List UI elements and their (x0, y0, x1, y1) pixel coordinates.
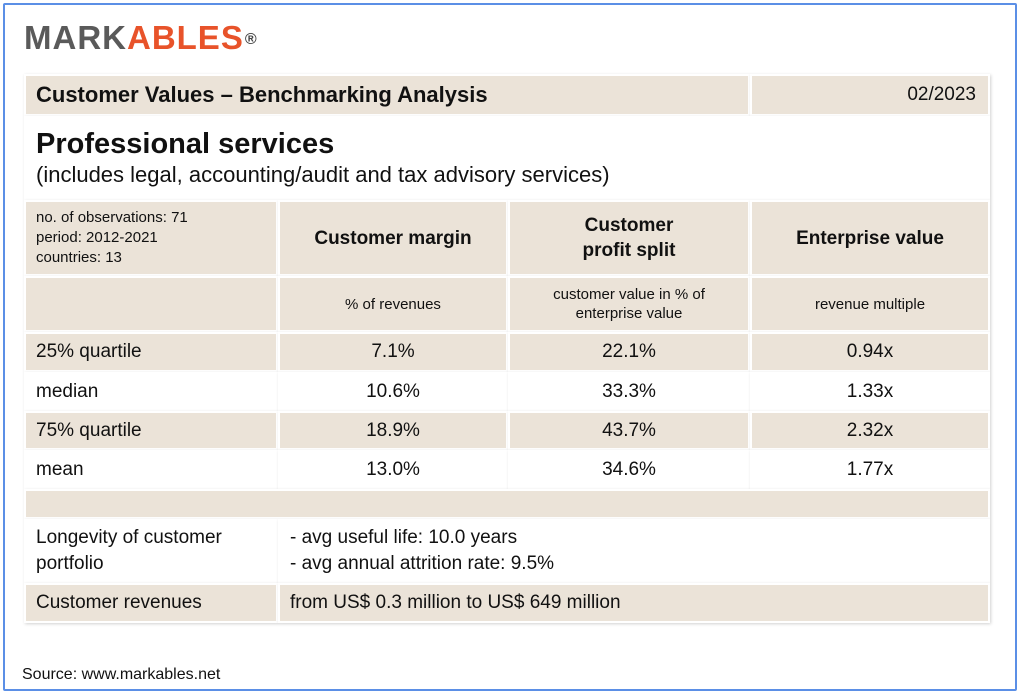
revenues-value: from US$ 0.3 million to US$ 649 million (290, 592, 621, 613)
cell-value: 0.94x (846, 341, 894, 362)
table-row-label: 75% quartile (24, 411, 278, 450)
cell-value: 34.6% (602, 458, 656, 480)
revenues-label-cell: Customer revenues (24, 583, 278, 623)
cell-value: 33.3% (602, 380, 656, 402)
useful-life: - avg useful life: 10.0 years (290, 527, 518, 548)
column-header-customer-margin: Customer margin (278, 200, 508, 276)
table-row-label: 25% quartile (24, 332, 278, 372)
longevity-label-line2: portfolio (36, 553, 104, 574)
revenues-value-cell: from US$ 0.3 million to US$ 649 million (278, 583, 990, 623)
column-header-profit-split: Customer profit split (508, 200, 750, 276)
longevity-label-line1: Longevity of customer (36, 527, 222, 548)
cell-value: 22.1% (602, 341, 656, 362)
table-cell: 10.6% (278, 372, 508, 411)
country-count: countries: 13 (36, 249, 122, 266)
report-date-cell: 02/2023 (750, 74, 990, 116)
outer-frame (3, 3, 1017, 691)
cell-value: 10.6% (366, 380, 420, 402)
spacer-row (24, 489, 990, 519)
table-cell: 1.33x (750, 372, 990, 411)
attrition-rate: - avg annual attrition rate: 9.5% (290, 553, 555, 574)
revenues-label: Customer revenues (36, 592, 202, 613)
column-title: Customer margin (314, 227, 472, 249)
sector-title: Professional services (36, 128, 335, 160)
cell-value: 18.9% (366, 419, 420, 441)
table-cell: 18.9% (278, 411, 508, 450)
unit-row-label-cell (24, 276, 278, 332)
unit-enterprise-value: revenue multiple (750, 276, 990, 332)
report-title: Customer Values – Benchmarking Analysis (36, 82, 488, 107)
unit-profit-split: customer value in % of enterprise value (508, 276, 750, 332)
longevity-value-cell: - avg useful life: 10.0 years - avg annu… (278, 519, 990, 583)
report-title-cell: Customer Values – Benchmarking Analysis (24, 74, 750, 116)
column-title: Enterprise value (796, 227, 944, 249)
table-row-label: mean (24, 450, 278, 489)
logo-part-grey: MARK (24, 19, 127, 56)
unit-label: % of revenues (345, 295, 441, 313)
source-note: Source: www.markables.net (22, 666, 221, 683)
table-cell: 1.77x (750, 450, 990, 489)
sector-title-cell: Professional services (includes legal, a… (24, 116, 990, 200)
cell-value: 1.77x (846, 458, 894, 480)
longevity-label-cell: Longevity of customer portfolio (24, 519, 278, 583)
cell-value: 13.0% (366, 458, 420, 480)
row-label: 75% quartile (36, 419, 142, 441)
observations-meta-cell: no. of observations: 71 period: 2012-202… (24, 200, 278, 276)
unit-label-line1: customer value in % of (553, 286, 705, 303)
cell-value: 7.1% (371, 341, 415, 362)
table-cell: 43.7% (508, 411, 750, 450)
table-cell: 33.3% (508, 372, 750, 411)
row-label: median (36, 380, 99, 402)
unit-customer-margin: % of revenues (278, 276, 508, 332)
cell-value: 2.32x (846, 419, 894, 441)
unit-label-line2: enterprise value (575, 305, 683, 322)
report-date: 02/2023 (907, 84, 976, 105)
observation-period: period: 2012-2021 (36, 229, 158, 246)
markables-logo: MARKABLES® (24, 18, 258, 58)
table-cell: 13.0% (278, 450, 508, 489)
column-title-line2: profit split (582, 240, 676, 261)
registered-mark: ® (244, 31, 258, 48)
table-cell: 0.94x (750, 332, 990, 372)
column-title-line1: Customer (584, 215, 674, 236)
logo-part-orange: ABLES (126, 19, 244, 56)
table-cell: 34.6% (508, 450, 750, 489)
cell-value: 1.33x (846, 380, 894, 402)
observations-count: no. of observations: 71 (36, 209, 188, 226)
table-row-label: median (24, 372, 278, 411)
table-cell: 22.1% (508, 332, 750, 372)
sector-subtitle: (includes legal, accounting/audit and ta… (36, 162, 610, 187)
row-label: 25% quartile (36, 341, 142, 362)
cell-value: 43.7% (602, 419, 656, 441)
column-header-enterprise-value: Enterprise value (750, 200, 990, 276)
table-cell: 2.32x (750, 411, 990, 450)
table-cell: 7.1% (278, 332, 508, 372)
row-label: mean (36, 458, 84, 480)
unit-label: revenue multiple (814, 295, 926, 313)
